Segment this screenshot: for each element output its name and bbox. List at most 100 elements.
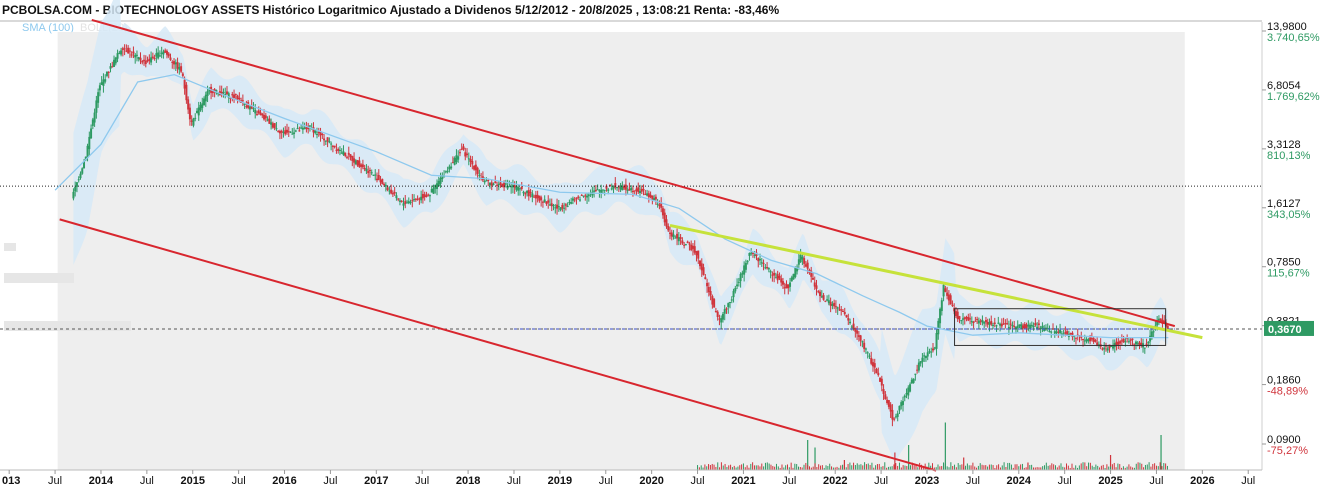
candle-body [633, 190, 636, 192]
candle-body [743, 265, 746, 275]
candle-body [517, 187, 520, 191]
price-axis-panel [1262, 22, 1320, 470]
candle-body [882, 389, 885, 394]
candle-body [983, 321, 986, 324]
candle-body [314, 130, 317, 134]
candle-body [287, 131, 290, 133]
candle-body [250, 105, 253, 109]
candle-body [93, 112, 96, 123]
candle-body [665, 219, 668, 227]
candle-body [358, 160, 361, 167]
candle-body [536, 194, 539, 199]
candle-body [1115, 341, 1118, 346]
candle-body [84, 156, 87, 161]
candle-body [526, 190, 529, 193]
candle-body [640, 188, 643, 192]
candle-body [725, 308, 728, 310]
candle-body [1156, 320, 1159, 326]
candle-body [104, 79, 107, 82]
time-tick-label: Jul [140, 475, 154, 487]
candle-body [916, 369, 919, 371]
candle-body [294, 130, 297, 132]
candle-body [102, 79, 105, 86]
candle-body [594, 189, 597, 191]
candle-body [760, 262, 763, 264]
candle-body [986, 321, 989, 325]
candle-body [545, 201, 548, 204]
candle-body [404, 201, 407, 204]
candle-body [550, 203, 553, 207]
time-tick-label: 2019 [548, 475, 572, 487]
candle-body [187, 99, 190, 110]
candle-body [699, 260, 702, 267]
candle-body [1124, 341, 1127, 343]
candle-body [173, 61, 176, 65]
candle-body [578, 199, 581, 201]
time-tick-label: 2018 [456, 475, 480, 487]
candle-body [721, 313, 724, 320]
left-marker-2 [4, 273, 74, 283]
candle-body [374, 174, 377, 176]
candle-body [954, 311, 957, 317]
candle-body [628, 188, 631, 191]
candle-body [157, 52, 160, 59]
candle-body [141, 60, 144, 63]
time-tick-label: Jul [966, 475, 980, 487]
time-tick-label: Jul [323, 475, 337, 487]
candle-body [556, 204, 559, 209]
candle-body [453, 157, 456, 165]
candle-body [686, 241, 689, 244]
candle-body [792, 273, 795, 280]
percent-tick-label: 1.769,62% [1267, 91, 1320, 103]
candle-body [421, 194, 424, 199]
candle-body [974, 320, 977, 322]
candle-body [566, 205, 569, 207]
candle-body [690, 244, 693, 251]
candle-body [727, 303, 730, 308]
candle-body [688, 243, 691, 245]
candle-body [811, 277, 814, 280]
candle-body [443, 176, 446, 178]
time-tick-label: 013 [2, 475, 20, 487]
candle-body [1134, 341, 1137, 345]
sma-legend[interactable]: SMA (100) [22, 22, 74, 34]
candle-body [750, 252, 753, 254]
candle-body [580, 194, 583, 196]
candle-body [621, 185, 624, 191]
candle-body [1131, 338, 1134, 341]
candle-body [192, 118, 195, 126]
candle-body [967, 317, 970, 321]
candle-body [165, 50, 168, 55]
candle-body [748, 252, 751, 256]
candle-body [723, 309, 726, 314]
candle-body [270, 122, 273, 125]
candle-body [697, 250, 700, 259]
candle-body [1073, 336, 1076, 338]
candle-body [1092, 337, 1095, 342]
candle-body [1036, 326, 1039, 329]
candles-layer [72, 44, 1169, 427]
candle-body [850, 326, 853, 328]
candle-body [98, 85, 101, 91]
candle-body [118, 52, 121, 54]
candle-body [79, 173, 82, 179]
candle-body [455, 155, 458, 163]
time-tick-label: Jul [232, 475, 246, 487]
candle-body [921, 357, 924, 362]
candle-body [736, 284, 739, 287]
candle-body [1133, 343, 1136, 345]
candle-body [845, 315, 848, 318]
candle-body [877, 372, 880, 376]
candle-body [234, 94, 237, 96]
candle-body [349, 154, 352, 158]
candle-body [125, 50, 128, 52]
candle-body [764, 267, 767, 269]
candle-body [780, 278, 783, 283]
candle-body [185, 84, 188, 101]
candle-body [584, 195, 587, 197]
candle-body [781, 281, 784, 285]
candle-body [956, 311, 959, 320]
candle-body [181, 73, 184, 76]
